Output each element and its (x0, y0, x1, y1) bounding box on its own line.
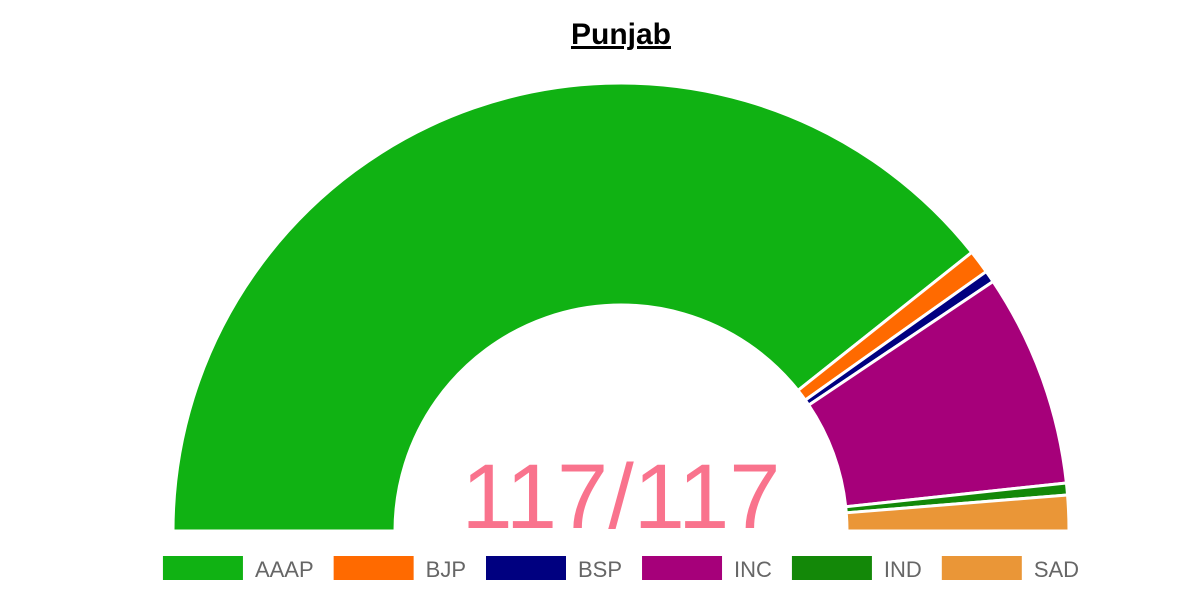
legend: AAAP BJP BSP INC IND SAD (162, 556, 1079, 582)
segment (171, 81, 974, 533)
legend-swatch (791, 556, 872, 580)
legend-label: BJP (426, 557, 466, 582)
legend-swatch (642, 556, 723, 580)
legend-swatch (941, 556, 1022, 580)
legend-swatch (162, 556, 243, 580)
legend-label: INC (734, 557, 772, 582)
legend-swatch (486, 556, 566, 580)
legend-label: IND (884, 557, 922, 582)
segment (844, 493, 1071, 533)
legend-label: BSP (578, 557, 622, 582)
legend-label: AAAP (255, 557, 314, 582)
legend-swatch (333, 556, 414, 580)
center-label: 117/117 (462, 446, 781, 548)
chart-title: Punjab (571, 18, 671, 51)
legend-label: SAD (1034, 557, 1079, 582)
